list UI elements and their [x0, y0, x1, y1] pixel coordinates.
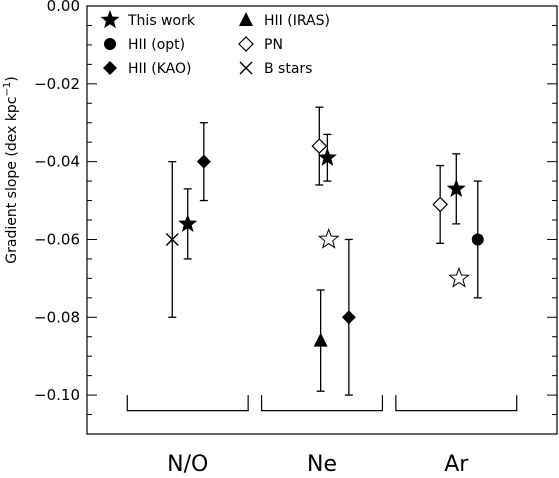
legend-label: B stars — [264, 61, 312, 77]
y-tick-label: −0.04 — [34, 153, 80, 171]
filled-circle-marker — [104, 38, 116, 50]
filled-star-marker — [178, 213, 198, 232]
filled-star-marker — [446, 178, 466, 197]
cross-marker — [165, 232, 179, 246]
y-axis-label-end: ) — [4, 76, 20, 81]
cross-marker — [239, 61, 253, 75]
category-bracket — [126, 395, 249, 412]
y-tick-label: 0.00 — [47, 0, 80, 15]
filled-triangle-marker — [313, 332, 328, 347]
legend-label: PN — [264, 37, 283, 53]
y-axis-label-main: Gradient slope (dex kpc — [4, 96, 20, 263]
legend-label: HII (KAO) — [128, 61, 191, 77]
error-bars — [168, 106, 482, 396]
y-tick-label: −0.02 — [34, 75, 80, 93]
open-diamond-marker — [311, 138, 328, 154]
category-brackets — [126, 395, 518, 412]
filled-triangle-marker — [239, 12, 253, 26]
category-bracket — [260, 395, 384, 412]
open-star-marker — [317, 228, 340, 249]
filled-circle-marker — [471, 233, 484, 246]
category-label: Ar — [444, 452, 469, 477]
filled-star-marker — [317, 147, 337, 166]
y-tick-label: −0.10 — [34, 386, 80, 404]
y-tick-label: −0.08 — [34, 308, 80, 326]
filled-diamond-marker — [196, 154, 211, 169]
category-bracket — [395, 395, 518, 412]
legend-label: This work — [127, 13, 196, 29]
legend-label: HII (IRAS) — [264, 13, 330, 29]
filled-diamond-marker — [103, 61, 117, 75]
open-diamond-marker — [432, 196, 449, 213]
legend: This work HII (IRAS) HII (opt) PN HII (KAO) B… — [100, 10, 330, 77]
category-label: N/O — [167, 452, 208, 477]
y-axis: 0.00 −0.02 −0.04 −0.06 −0.08 −0.10 — [34, 0, 557, 435]
y-tick-label: −0.06 — [34, 230, 80, 248]
y-axis-label: Gradient slope (dex kpc−1) — [2, 76, 20, 263]
open-diamond-marker — [238, 36, 254, 52]
filled-diamond-marker — [341, 310, 356, 325]
filled-star-marker — [100, 10, 120, 29]
category-labels: N/O Ne Ar — [167, 452, 469, 477]
open-star-marker — [448, 266, 470, 288]
y-axis-label-sup: −1 — [2, 82, 13, 97]
category-label: Ne — [307, 452, 337, 477]
data-markers — [165, 138, 484, 347]
legend-label: HII (opt) — [128, 37, 185, 53]
